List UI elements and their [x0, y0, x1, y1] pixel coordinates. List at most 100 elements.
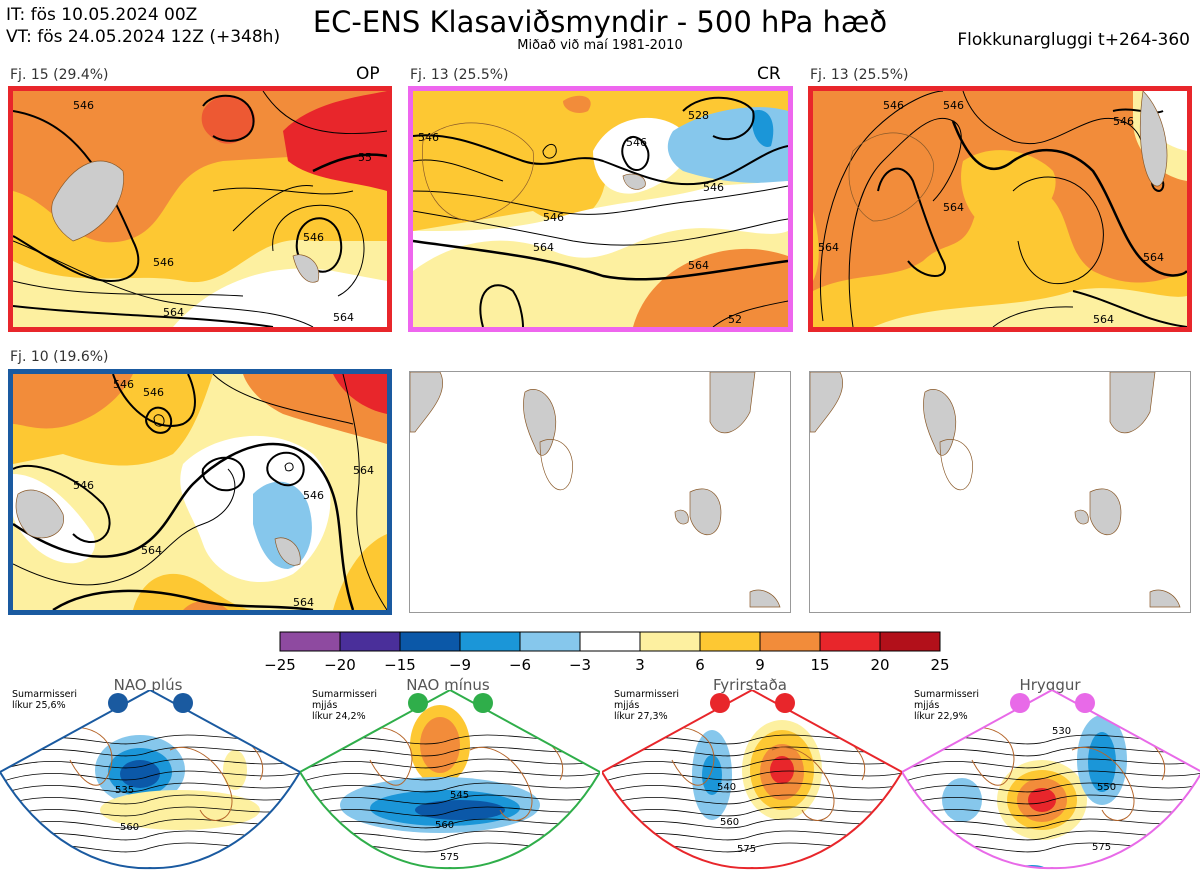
regime-marker-dot — [710, 693, 730, 713]
contour-label: 564 — [353, 464, 374, 477]
contour-label: 546 — [113, 378, 134, 391]
anomaly-field — [201, 96, 255, 144]
regime-note: mjjás — [614, 700, 640, 711]
regime-contour — [602, 794, 902, 811]
regime-contour — [0, 758, 300, 775]
regime-contour-label: 575 — [1092, 842, 1111, 853]
classification-window: Flokkunargluggi t+264-360 — [957, 30, 1190, 50]
regime-contour — [602, 770, 902, 787]
anomaly-blob — [415, 800, 505, 820]
cluster-map-4-plot: 546 546 546 546 564 564 564 — [13, 374, 387, 610]
colorbar-tick-label: 9 — [755, 656, 765, 674]
contour-labels: 546 546 546 546 564 564 564 — [73, 378, 374, 609]
panel-3-label: Fj. 13 (25.5%) — [810, 67, 909, 83]
land-outline — [15, 489, 301, 566]
colorbar-tick-label: −25 — [264, 656, 296, 674]
page-title: EC-ENS Klasaviðsmyndir - 500 hPa hæð — [312, 5, 888, 39]
cluster-map-3-plot: 546 546 546 564 564 564 564 — [813, 91, 1187, 327]
regime-caption: Sumarmisseri líkur 25,6% — [12, 689, 77, 711]
panel-1-tag: OP — [356, 64, 380, 84]
colorbar-cell — [579, 631, 641, 652]
regime-outline — [902, 690, 1200, 870]
regime-contour — [602, 782, 902, 799]
contour-label: 564 — [163, 306, 184, 319]
regime-marker-dot — [473, 693, 493, 713]
anomaly-blob — [420, 717, 460, 773]
cluster-map-4: 546 546 546 546 564 564 564 — [8, 369, 392, 615]
regime-caption: Sumarmisseri mjjás líkur 22,9% — [914, 689, 979, 722]
height-contours — [13, 91, 387, 327]
contour-label: 546 — [143, 386, 164, 399]
anomaly-field — [873, 288, 1187, 327]
page-subtitle: Miðað við maí 1981-2010 — [517, 38, 683, 53]
contour-label: 546 — [303, 489, 324, 502]
regime-contour-label: 560 — [120, 822, 139, 833]
regime-field: 540 560 575 — [602, 690, 902, 869]
regime-contour-label: 550 — [1097, 782, 1116, 793]
contour-label: 528 — [688, 109, 709, 122]
anomaly-blob — [942, 778, 982, 822]
colorbar-tick-label: −9 — [448, 656, 472, 674]
init-time: IT: fös 10.05.2024 00Z — [6, 5, 198, 25]
height-contours — [820, 91, 1187, 327]
regime-note: mjjás — [914, 700, 940, 711]
regime-note: mjjás — [312, 700, 338, 711]
regime-contour-label: 535 — [115, 785, 134, 796]
contour-label: 564 — [688, 259, 709, 272]
colorbar-tick-label: 25 — [930, 656, 950, 674]
regime-contour-label: 560 — [435, 820, 454, 831]
regime-marker-dot — [108, 693, 128, 713]
regime-note: líkur 25,6% — [12, 700, 66, 711]
panel-2-label: Fj. 13 (25.5%) — [410, 67, 509, 83]
anomaly-field — [333, 374, 387, 414]
regime-contour — [300, 794, 600, 811]
colorbar-tick-label: −6 — [508, 656, 532, 674]
colorbar-tick-label: 15 — [810, 656, 830, 674]
colorbar-tick-label: 3 — [635, 656, 645, 674]
regime-note: líkur 22,9% — [914, 711, 968, 722]
contour-label: 546 — [883, 99, 904, 112]
cluster-map-6-empty — [809, 371, 1191, 613]
regime-contour — [0, 770, 300, 787]
regime-contour — [300, 782, 600, 799]
land-outline — [810, 372, 1181, 608]
regime-contour-label: 575 — [737, 844, 756, 855]
regime-note: líkur 24,2% — [312, 711, 366, 722]
regime-contour — [602, 758, 902, 775]
anomaly-colorbar — [279, 631, 941, 652]
regime-map: 540 560 575 — [602, 690, 902, 870]
regime-caption: Sumarmisseri mjjás líkur 24,2% — [312, 689, 377, 722]
contour-labels: 546 546 546 564 564 55 — [73, 99, 372, 324]
regime-outline — [0, 690, 300, 870]
anomaly-blob — [702, 755, 722, 795]
regime-marker-dot — [775, 693, 795, 713]
regime-contour — [0, 818, 300, 835]
colorbar-tick-label: 6 — [695, 656, 705, 674]
regime-contour — [902, 794, 1200, 811]
colorbar-tick-label: −15 — [384, 656, 416, 674]
colorbar-tick-label: 20 — [870, 656, 890, 674]
colorbar-tick-label: −3 — [568, 656, 592, 674]
panel-4-label: Fj. 10 (19.6%) — [10, 349, 109, 365]
contour-label: 546 — [543, 211, 564, 224]
anomaly-field — [593, 117, 690, 194]
anomaly-blob — [223, 750, 247, 790]
regime-contour — [902, 782, 1200, 799]
height-contours — [13, 374, 387, 610]
colorbar-cell — [879, 631, 941, 652]
regime-contour — [0, 782, 300, 799]
regime-contour — [602, 818, 902, 835]
regime-contour — [602, 806, 902, 823]
regime-title: Fyrirstaða — [713, 676, 787, 694]
land-outline — [410, 372, 781, 608]
contour-label: 55 — [358, 151, 372, 164]
contour-label: 546 — [153, 256, 174, 269]
anomaly-field — [413, 181, 788, 271]
land-outline — [422, 122, 646, 222]
anomaly-field — [633, 248, 788, 327]
anomaly-blob — [770, 756, 794, 784]
colorbar-cell — [819, 631, 881, 652]
regime-contour-label: 560 — [720, 817, 739, 828]
cluster-map-1-plot: 546 546 546 564 564 55 — [13, 91, 387, 327]
regime-contour-label: 540 — [717, 782, 736, 793]
